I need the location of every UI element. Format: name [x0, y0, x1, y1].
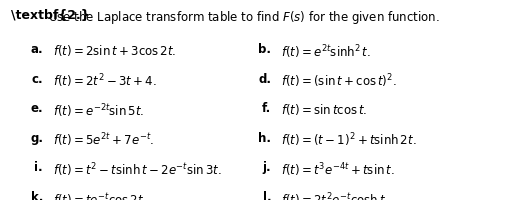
- Text: h.: h.: [258, 132, 271, 145]
- Text: $f(t) = 2t^2 e^{-t}\cosh t.$: $f(t) = 2t^2 e^{-t}\cosh t.$: [281, 191, 389, 200]
- Text: k.: k.: [31, 191, 43, 200]
- Text: \textbf{2.}: \textbf{2.}: [11, 9, 90, 22]
- Text: j.: j.: [263, 161, 271, 174]
- Text: $f(t) = \sin t\cos t.$: $f(t) = \sin t\cos t.$: [281, 102, 368, 117]
- Text: f.: f.: [262, 102, 271, 115]
- Text: $f(t) = 2t^2 - 3t + 4.$: $f(t) = 2t^2 - 3t + 4.$: [53, 73, 157, 90]
- Text: c.: c.: [31, 73, 43, 86]
- Text: l.: l.: [263, 191, 271, 200]
- Text: d.: d.: [258, 73, 271, 86]
- Text: b.: b.: [258, 43, 271, 56]
- Text: a.: a.: [30, 43, 43, 56]
- Text: $f(t) = e^{2t}\sinh^2 t.$: $f(t) = e^{2t}\sinh^2 t.$: [281, 43, 371, 61]
- Text: g.: g.: [30, 132, 43, 145]
- Text: i.: i.: [34, 161, 43, 174]
- Text: Use the Laplace transform table to find $F(s)$ for the given function.: Use the Laplace transform table to find …: [48, 9, 440, 26]
- Text: $f(t) = 5e^{2t} + 7e^{-t}.$: $f(t) = 5e^{2t} + 7e^{-t}.$: [53, 132, 154, 149]
- Text: $f(t) = 2\sin t + 3\cos 2t.$: $f(t) = 2\sin t + 3\cos 2t.$: [53, 43, 176, 58]
- Text: $f(t) = (t - 1)^2 + t\sinh 2t.$: $f(t) = (t - 1)^2 + t\sinh 2t.$: [281, 132, 417, 149]
- Text: $f(t) = e^{-2t}\sin 5t.$: $f(t) = e^{-2t}\sin 5t.$: [53, 102, 144, 120]
- Text: $f(t) = t^2 - t\sinh t - 2e^{-t}\sin 3t.$: $f(t) = t^2 - t\sinh t - 2e^{-t}\sin 3t.…: [53, 161, 222, 179]
- Text: $f(t) = t^3 e^{-4t} + t\sin t.$: $f(t) = t^3 e^{-4t} + t\sin t.$: [281, 161, 395, 179]
- Text: e.: e.: [30, 102, 43, 115]
- Text: $f(t) = (\sin t + \cos t)^2.$: $f(t) = (\sin t + \cos t)^2.$: [281, 73, 397, 90]
- Text: $f(t) = te^{-t}\cos 2t.$: $f(t) = te^{-t}\cos 2t.$: [53, 191, 147, 200]
